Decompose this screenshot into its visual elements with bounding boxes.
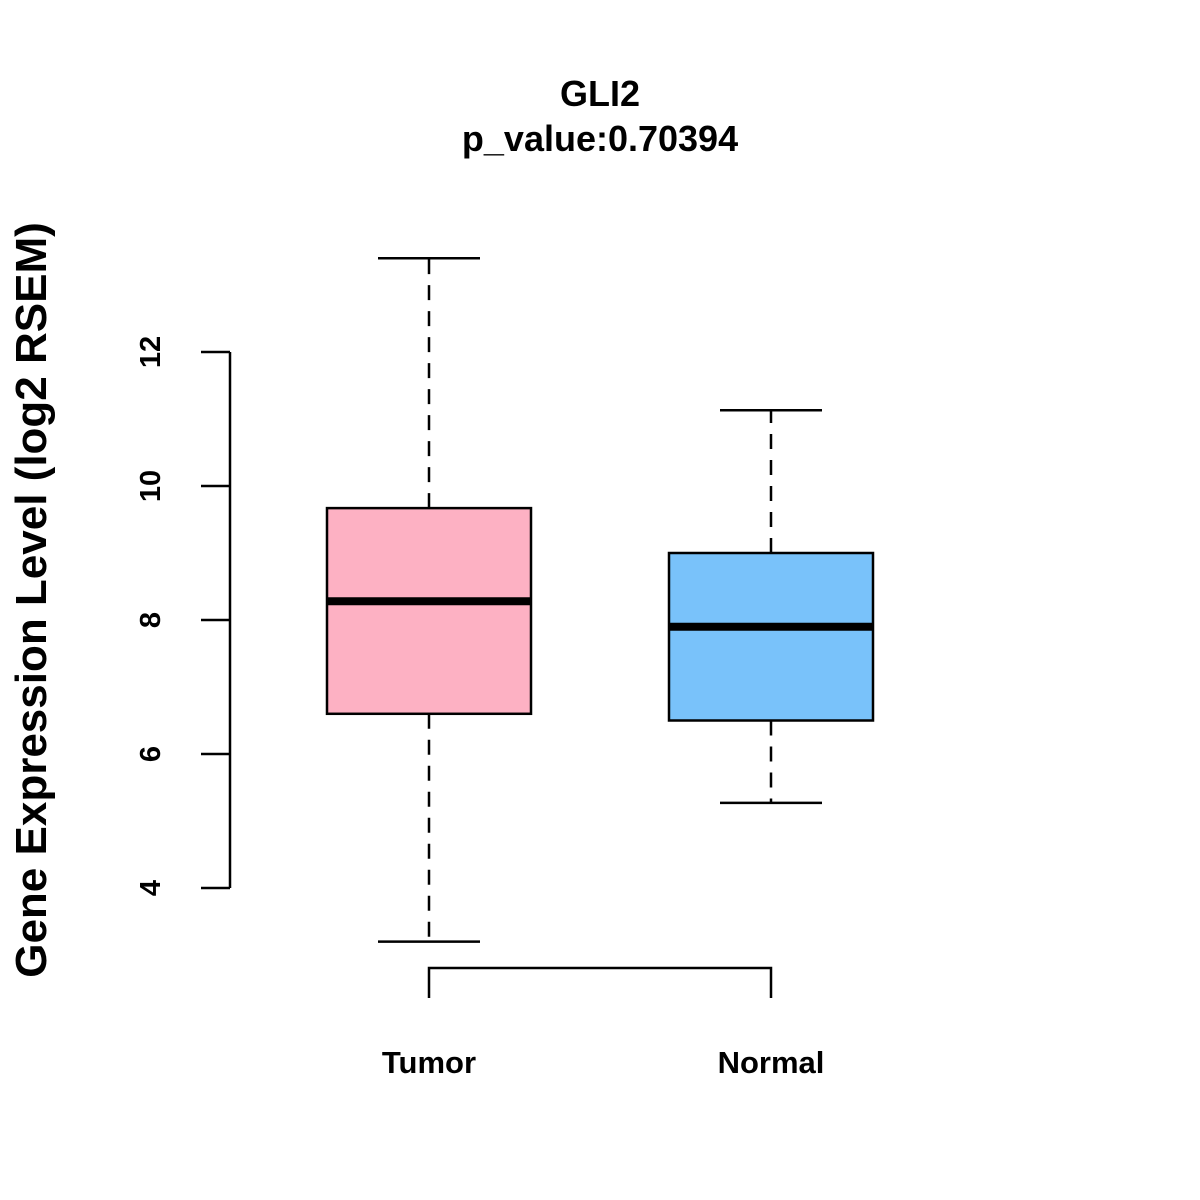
y-tick-label: 6 <box>135 746 167 762</box>
y-tick-label: 12 <box>135 336 167 368</box>
comparison-bracket <box>427 966 773 998</box>
iqr-box <box>667 551 875 722</box>
y-tick-label: 8 <box>135 612 167 628</box>
y-tick-label: 10 <box>135 470 167 502</box>
box-normal <box>667 409 875 805</box>
y-axis-label: Gene Expression Level (log2 RSEM) <box>7 222 56 978</box>
iqr-box <box>325 506 533 716</box>
chart-subtitle: p_value:0.70394 <box>462 118 738 159</box>
x-category-label-normal: Normal <box>718 1045 825 1080</box>
chart-title: GLI2 <box>560 73 640 114</box>
y-tick-label: 4 <box>135 880 167 896</box>
box-tumor <box>325 256 533 943</box>
y-axis: 4 6 8 10 12 <box>135 336 232 896</box>
box-series <box>325 256 875 943</box>
group-bracket <box>427 966 773 998</box>
x-category-label-tumor: Tumor <box>382 1045 476 1080</box>
x-axis-labels: Tumor Normal <box>382 1045 824 1080</box>
